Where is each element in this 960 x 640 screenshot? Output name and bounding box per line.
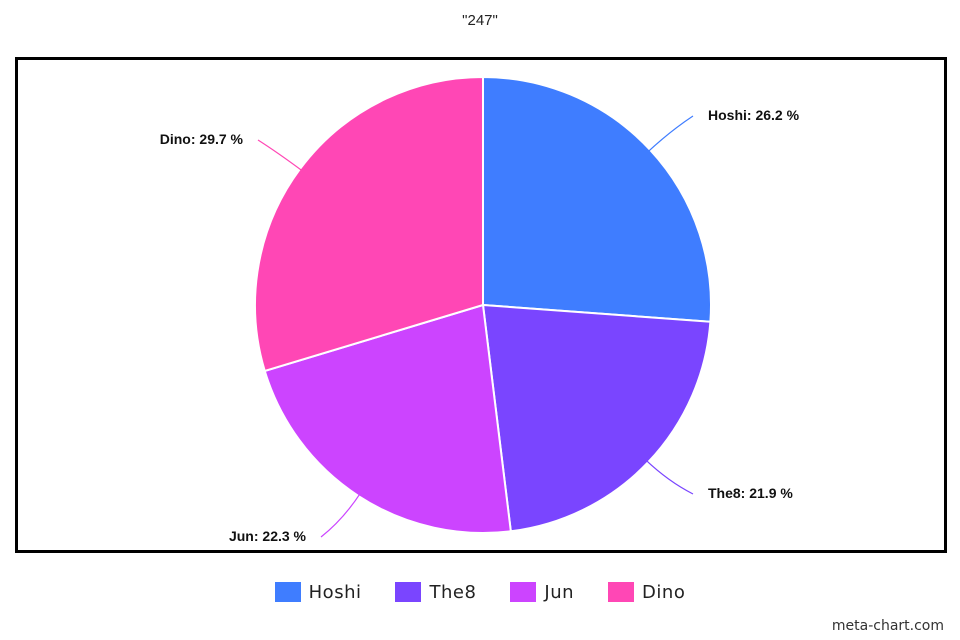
legend-item-hoshi[interactable]: Hoshi [274,581,362,603]
legend-item-dino[interactable]: Dino [608,582,685,603]
legend-label: Hoshi [308,581,362,603]
legend-swatch [510,582,537,602]
legend-label: Jun [544,581,575,603]
connector-jun [320,492,362,538]
chart-title: "247" [462,12,498,29]
legend-swatch [608,582,635,602]
plot-area: Hoshi: 26.2 % The8: 21.9 % Jun: 22.3 % Dino… [15,57,947,553]
slice-label-dino: Dino: 29.7 % [160,131,244,147]
legend-item-the8[interactable]: The8 [395,582,476,603]
watermark: meta-chart.com [831,618,944,634]
slice-label-hoshi: Hoshi: 26.2 % [708,107,800,123]
legend-label: The8 [429,581,477,603]
legend-swatch [274,582,301,602]
connector-the8 [644,459,694,495]
connector-hoshi [646,115,694,153]
legend-item-jun[interactable]: Jun [510,582,574,603]
connector-dino [257,139,304,172]
legend-swatch [395,582,422,602]
pie-slice-the8[interactable] [481,303,712,533]
legend: Hoshi The8 Jun Dino [0,578,960,606]
pie-slice-hoshi[interactable] [482,75,712,323]
pie-chart: Hoshi: 26.2 % The8: 21.9 % Jun: 22.3 % Dino… [160,75,800,544]
legend-label: Dino [642,581,686,603]
slice-label-jun: Jun: 22.3 % [229,528,307,544]
slice-label-the8: The8: 21.9 % [708,485,793,501]
